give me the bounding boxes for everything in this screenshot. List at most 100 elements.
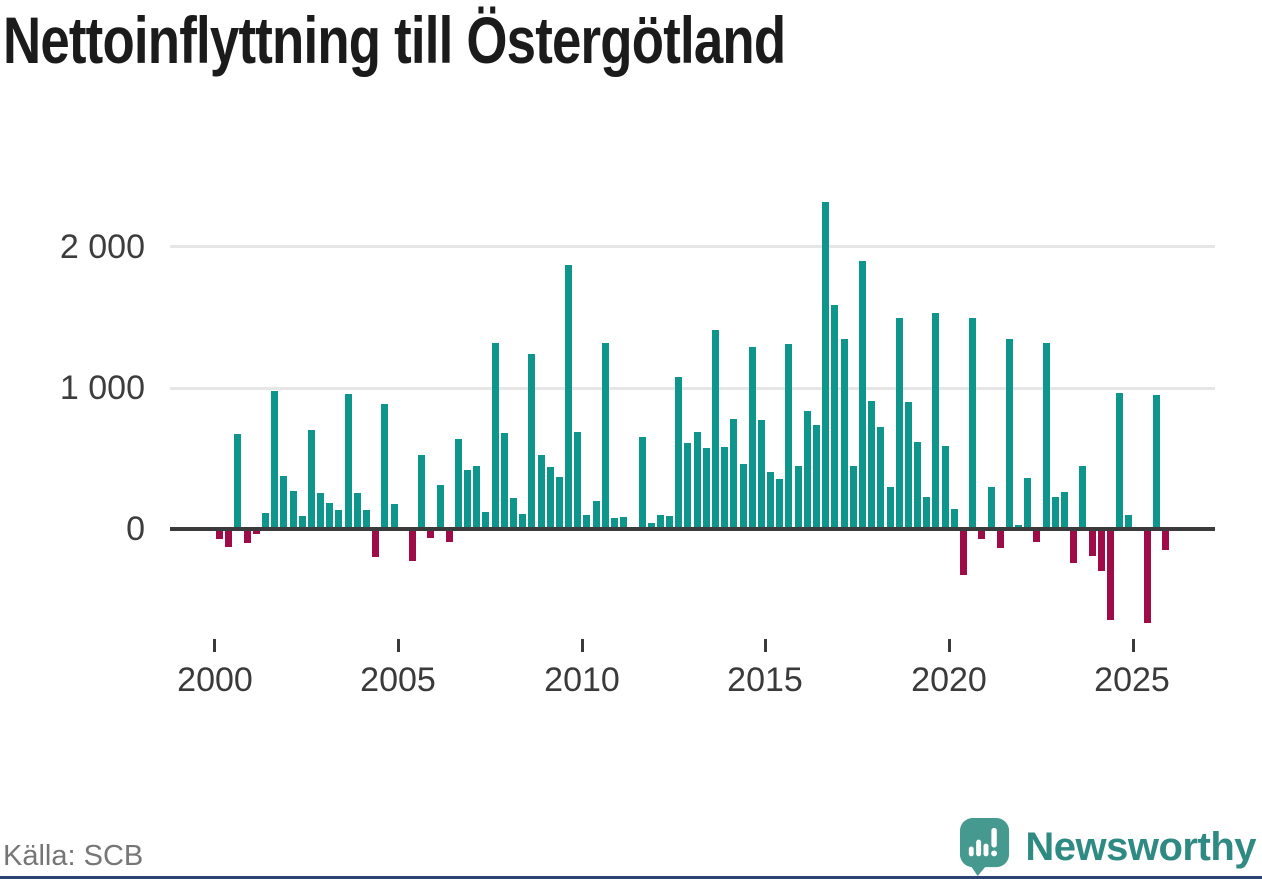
bar-2003Q2	[335, 509, 343, 529]
bar-2010Q3	[601, 342, 609, 529]
bar-2010Q4	[610, 518, 618, 529]
bar-2016Q3	[822, 201, 830, 529]
bar-2002Q1	[289, 490, 297, 529]
x-tick-2000	[213, 639, 216, 652]
bar-2022Q1	[1024, 478, 1032, 529]
zero-axis-line	[170, 527, 1215, 531]
bar-2013Q2	[702, 447, 710, 529]
x-tick-2025	[1132, 639, 1135, 652]
bar-2007Q1	[473, 465, 481, 529]
bar-2018Q1	[877, 426, 885, 529]
bar-2015Q2	[776, 478, 784, 529]
bar-2022Q3	[1042, 342, 1050, 529]
bar-2019Q3	[932, 313, 940, 529]
bar-2023Q4	[1088, 531, 1096, 556]
bar-2024Q2	[1106, 531, 1114, 620]
bar-2022Q4	[1051, 496, 1059, 529]
bar-2022Q2	[1033, 531, 1041, 543]
bar-2012Q4	[684, 442, 692, 529]
bar-2020Q4	[978, 531, 986, 540]
bar-2012Q3	[675, 376, 683, 529]
bar-2023Q1	[1061, 491, 1068, 529]
x-tick-label-2005: 2005	[360, 661, 436, 699]
bar-2000Q3	[234, 433, 242, 529]
bar-2013Q4	[721, 447, 729, 529]
bar-2020Q2	[959, 531, 967, 576]
source-label: Källa: SCB	[3, 840, 144, 872]
bottom-accent-strip	[0, 876, 1262, 879]
x-tick-label-2020: 2020	[911, 661, 987, 699]
bar-2018Q4	[904, 402, 912, 529]
bar-2006Q2	[445, 531, 453, 542]
bar-2007Q4	[500, 433, 508, 529]
bar-2002Q3	[307, 430, 315, 529]
x-tick-2020	[948, 639, 951, 652]
bar-2009Q4	[574, 431, 582, 529]
bar-2025Q3	[1152, 395, 1160, 529]
bar-2005Q2	[408, 531, 416, 562]
bar-2013Q3	[712, 330, 720, 529]
bar-2001Q4	[280, 476, 288, 529]
bar-2008Q1	[509, 497, 517, 529]
bar-2006Q1	[436, 485, 444, 529]
bar-2004Q2	[372, 531, 380, 558]
bar-2025Q4	[1162, 531, 1170, 551]
bar-2001Q2	[262, 512, 270, 529]
newsworthy-logo-text: Newsworthy	[1025, 824, 1256, 869]
bar-2000Q1	[216, 531, 224, 539]
bar-2024Q1	[1097, 531, 1105, 572]
newsworthy-branding: Newsworthy	[958, 817, 1256, 877]
bar-2006Q4	[464, 470, 472, 529]
bar-2020Q3	[969, 317, 977, 529]
bar-2003Q3	[344, 393, 352, 529]
newsworthy-logo-icon	[960, 818, 1010, 876]
bar-2002Q2	[298, 515, 306, 529]
gridline-2000	[170, 245, 1215, 248]
bar-2020Q1	[950, 509, 958, 529]
bar-plot-area	[170, 190, 1215, 635]
bar-2015Q1	[767, 471, 775, 529]
bar-2023Q2	[1070, 531, 1078, 563]
bar-2023Q3	[1079, 466, 1087, 529]
bar-2012Q1	[656, 514, 664, 529]
bar-2009Q3	[565, 265, 573, 529]
bar-2005Q4	[427, 531, 435, 539]
bar-2017Q3	[858, 261, 866, 529]
bar-2011Q4	[647, 523, 655, 529]
x-tick-label-2015: 2015	[727, 661, 803, 699]
bar-2017Q1	[840, 338, 848, 529]
bar-2000Q4	[243, 531, 251, 543]
x-tick-2010	[581, 639, 584, 652]
bar-2011Q3	[638, 436, 646, 529]
gridline-1000	[170, 387, 1215, 390]
bar-2016Q2	[813, 424, 821, 529]
bar-2015Q4	[794, 465, 802, 529]
bar-2018Q2	[886, 487, 894, 529]
y-tick-label-0: 0	[126, 510, 145, 548]
bar-2008Q2	[519, 514, 527, 529]
y-tick-label-1000: 1 000	[59, 369, 145, 407]
bar-2014Q2	[739, 464, 747, 529]
x-tick-2015	[764, 639, 767, 652]
bar-2025Q2	[1143, 531, 1151, 624]
bar-2018Q3	[895, 317, 903, 529]
bar-2003Q4	[353, 493, 361, 529]
page-title: Nettoinflyttning till Östergötland	[3, 3, 786, 77]
bar-2003Q1	[326, 502, 334, 529]
y-tick-label-2000: 2 000	[59, 228, 145, 266]
bar-2007Q3	[491, 342, 499, 529]
bar-2021Q2	[996, 531, 1004, 548]
bar-2009Q1	[546, 466, 554, 529]
bar-2008Q4	[537, 454, 545, 529]
bar-2001Q3	[271, 390, 279, 529]
bar-2017Q2	[849, 465, 857, 529]
bar-2014Q3	[748, 347, 756, 529]
x-tick-label-2010: 2010	[544, 661, 620, 699]
bar-2007Q2	[482, 512, 490, 529]
bar-2013Q1	[693, 432, 701, 529]
bar-2012Q2	[666, 516, 674, 529]
bar-2019Q1	[914, 442, 922, 529]
bar-2021Q4	[1015, 524, 1023, 529]
x-tick-2005	[397, 639, 400, 652]
